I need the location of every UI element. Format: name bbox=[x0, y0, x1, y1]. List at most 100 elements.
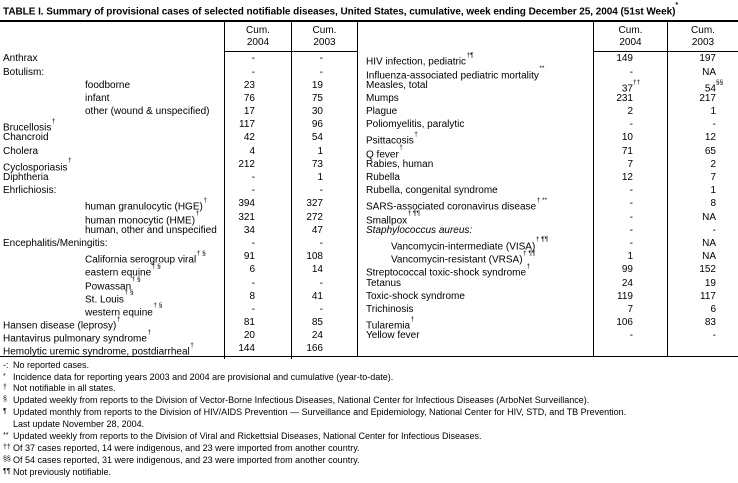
cum-2004-value: 4 bbox=[224, 144, 291, 158]
table-row: Vancomycin-resistant (VRSA)† ¶¶ 1 NA bbox=[357, 250, 738, 267]
disease-label: Cyclosporiasis† bbox=[3, 157, 72, 174]
table-row: Streptococcal toxic-shock syndrome† 99 152 bbox=[357, 263, 738, 280]
cum-2004-value: 1 bbox=[593, 250, 667, 267]
cum-2003-value: 1 bbox=[291, 171, 357, 185]
footnote-text: Not previously notifiable. bbox=[13, 466, 112, 477]
footnote: Last update November 28, 2004. bbox=[3, 419, 738, 431]
disease-label: Trichinosis bbox=[357, 302, 593, 317]
footnote-marker: ¶ bbox=[3, 408, 7, 416]
footnote-marker: §§ bbox=[3, 455, 11, 463]
table-row: Tularemia† 106 83 bbox=[357, 316, 738, 333]
footnote: -: No reported cases. bbox=[3, 360, 738, 372]
cum-2004-value: 6 bbox=[224, 263, 291, 280]
table-row: Rabies, human 7 2 bbox=[357, 157, 738, 172]
cum-2004-value: - bbox=[224, 236, 291, 251]
cum-2004-value: - bbox=[224, 65, 291, 79]
disease-label: Rubella bbox=[357, 171, 593, 185]
right-col-header-cum-2003: Cum. 2003 bbox=[667, 22, 738, 53]
disease-label: Mumps bbox=[357, 91, 593, 106]
year-label: 2004 bbox=[619, 37, 642, 49]
cum-2004-value: - bbox=[593, 65, 667, 83]
cum-2003-value: 24 bbox=[291, 329, 357, 346]
disease-label: Measles, total bbox=[357, 78, 593, 96]
cum-2003-value: 117 bbox=[667, 289, 738, 303]
cum-2003-value: - bbox=[667, 223, 738, 237]
disease-label: Tetanus bbox=[357, 276, 593, 290]
table-row: Hansen disease (leprosy)† 81 85 bbox=[0, 316, 357, 333]
disease-label: Diphtheria bbox=[3, 172, 49, 184]
cum-2003-value: 75 bbox=[291, 91, 357, 106]
table-title-footnote-marker: * bbox=[675, 2, 679, 9]
cum-2004-value: 24 bbox=[593, 276, 667, 290]
cum-2003-value: - bbox=[291, 302, 357, 320]
table-row: Staphylococcus aureus: - - bbox=[357, 223, 738, 237]
cum-2003-value: NA bbox=[667, 65, 738, 83]
cum-2003-value: 54§§ bbox=[667, 78, 738, 96]
cum-2004-value: - bbox=[224, 171, 291, 185]
cum-2003-value: 12 bbox=[667, 131, 738, 148]
footnote: † Not notifiable in all states. bbox=[3, 383, 738, 395]
table-row: California serogroup viral† § 91 108 bbox=[0, 250, 357, 267]
right-rows: HIV infection, pediatric†¶ 149 197 Influenz… bbox=[357, 52, 738, 356]
disease-label: Ehrlichiosis: bbox=[3, 185, 57, 197]
table-row: human, other and unspecified 34 47 bbox=[0, 223, 357, 237]
table-row: Cyclosporiasis† 212 73 bbox=[0, 157, 357, 175]
table-row: Hantavirus pulmonary syndrome† 20 24 bbox=[0, 329, 357, 346]
cum-2004-value: - bbox=[593, 197, 667, 214]
disease-label: Streptococcal toxic-shock syndrome† bbox=[357, 263, 593, 280]
disease-label: Vancomycin-resistant (VRSA)† ¶¶ bbox=[357, 250, 593, 267]
table-row: Rubella 12 7 bbox=[357, 171, 738, 185]
cum-label: Cum. bbox=[618, 25, 643, 37]
disease-label: human monocytic (HME)† bbox=[85, 210, 200, 226]
cum-2003-value: - bbox=[291, 276, 357, 294]
cum-2003-value: 8 bbox=[667, 197, 738, 214]
cum-2003-value: 85 bbox=[291, 316, 357, 333]
footnote-text: Of 54 cases reported, 31 were indigenous… bbox=[13, 454, 360, 465]
cum-2004-value: 119 bbox=[593, 289, 667, 303]
left-header-row: Cum. 2004 Cum. 2003 bbox=[0, 22, 357, 53]
cum-2004-value: 71 bbox=[593, 144, 667, 162]
cum-2004-value: 212 bbox=[224, 157, 291, 175]
table-row: human monocytic (HME)† 321 272 bbox=[0, 210, 357, 228]
footnote-marker: § bbox=[3, 396, 7, 404]
disease-label: California serogroup viral† § bbox=[85, 249, 206, 266]
cum-2004-value: - bbox=[593, 236, 667, 254]
disease-label: infant bbox=[85, 92, 110, 104]
cum-2004-value: 81 bbox=[224, 316, 291, 333]
cum-2003-value: NA bbox=[667, 236, 738, 254]
table-row: Brucellosis† 117 96 bbox=[0, 118, 357, 135]
left-col-header-cum-2003: Cum. 2003 bbox=[291, 22, 357, 53]
disease-label: Plague bbox=[357, 105, 593, 119]
footnote-text: No reported cases. bbox=[13, 359, 90, 370]
year-label: 2003 bbox=[313, 37, 336, 49]
cum-2003-value: 327 bbox=[291, 197, 357, 214]
cum-2003-value: 14 bbox=[291, 263, 357, 280]
cum-2003-value: 19 bbox=[667, 276, 738, 290]
table-row: Anthrax - - bbox=[0, 52, 357, 66]
cum-2003-value: 83 bbox=[667, 316, 738, 333]
cum-2004-value: 99 bbox=[593, 263, 667, 280]
cum-2003-value: 96 bbox=[291, 118, 357, 135]
table-row: Tetanus 24 19 bbox=[357, 276, 738, 290]
cum-2004-value: - bbox=[593, 223, 667, 237]
table-row: HIV infection, pediatric†¶ 149 197 bbox=[357, 52, 738, 69]
disease-label: Hansen disease (leprosy)† bbox=[3, 315, 121, 332]
cum-2004-value: - bbox=[593, 329, 667, 343]
cum-2004-value: - bbox=[224, 302, 291, 320]
table-row: Ehrlichiosis: - - bbox=[0, 184, 357, 198]
cum-2003-value: - bbox=[291, 236, 357, 251]
table-title-text: TABLE I. Summary of provisional cases of… bbox=[3, 6, 676, 18]
disease-label: Hantavirus pulmonary syndrome† bbox=[3, 328, 152, 345]
cum-2003-value: 73 bbox=[291, 157, 357, 175]
cum-2003-value: - bbox=[667, 329, 738, 343]
cum-2004-value: 231 bbox=[593, 91, 667, 106]
cum-2004-value: 23 bbox=[224, 78, 291, 92]
disease-label: other (wound & unspecified) bbox=[85, 106, 210, 118]
disease-label bbox=[357, 342, 593, 356]
cum-2004-value: 394 bbox=[224, 197, 291, 214]
table-row: Mumps 231 217 bbox=[357, 91, 738, 106]
table-title: TABLE I. Summary of provisional cases of… bbox=[0, 0, 738, 17]
footnote-marker: † bbox=[3, 384, 7, 392]
disease-label: HIV infection, pediatric†¶ bbox=[357, 52, 593, 69]
disease-label: SARS-associated coronavirus disease† ** bbox=[357, 197, 593, 214]
